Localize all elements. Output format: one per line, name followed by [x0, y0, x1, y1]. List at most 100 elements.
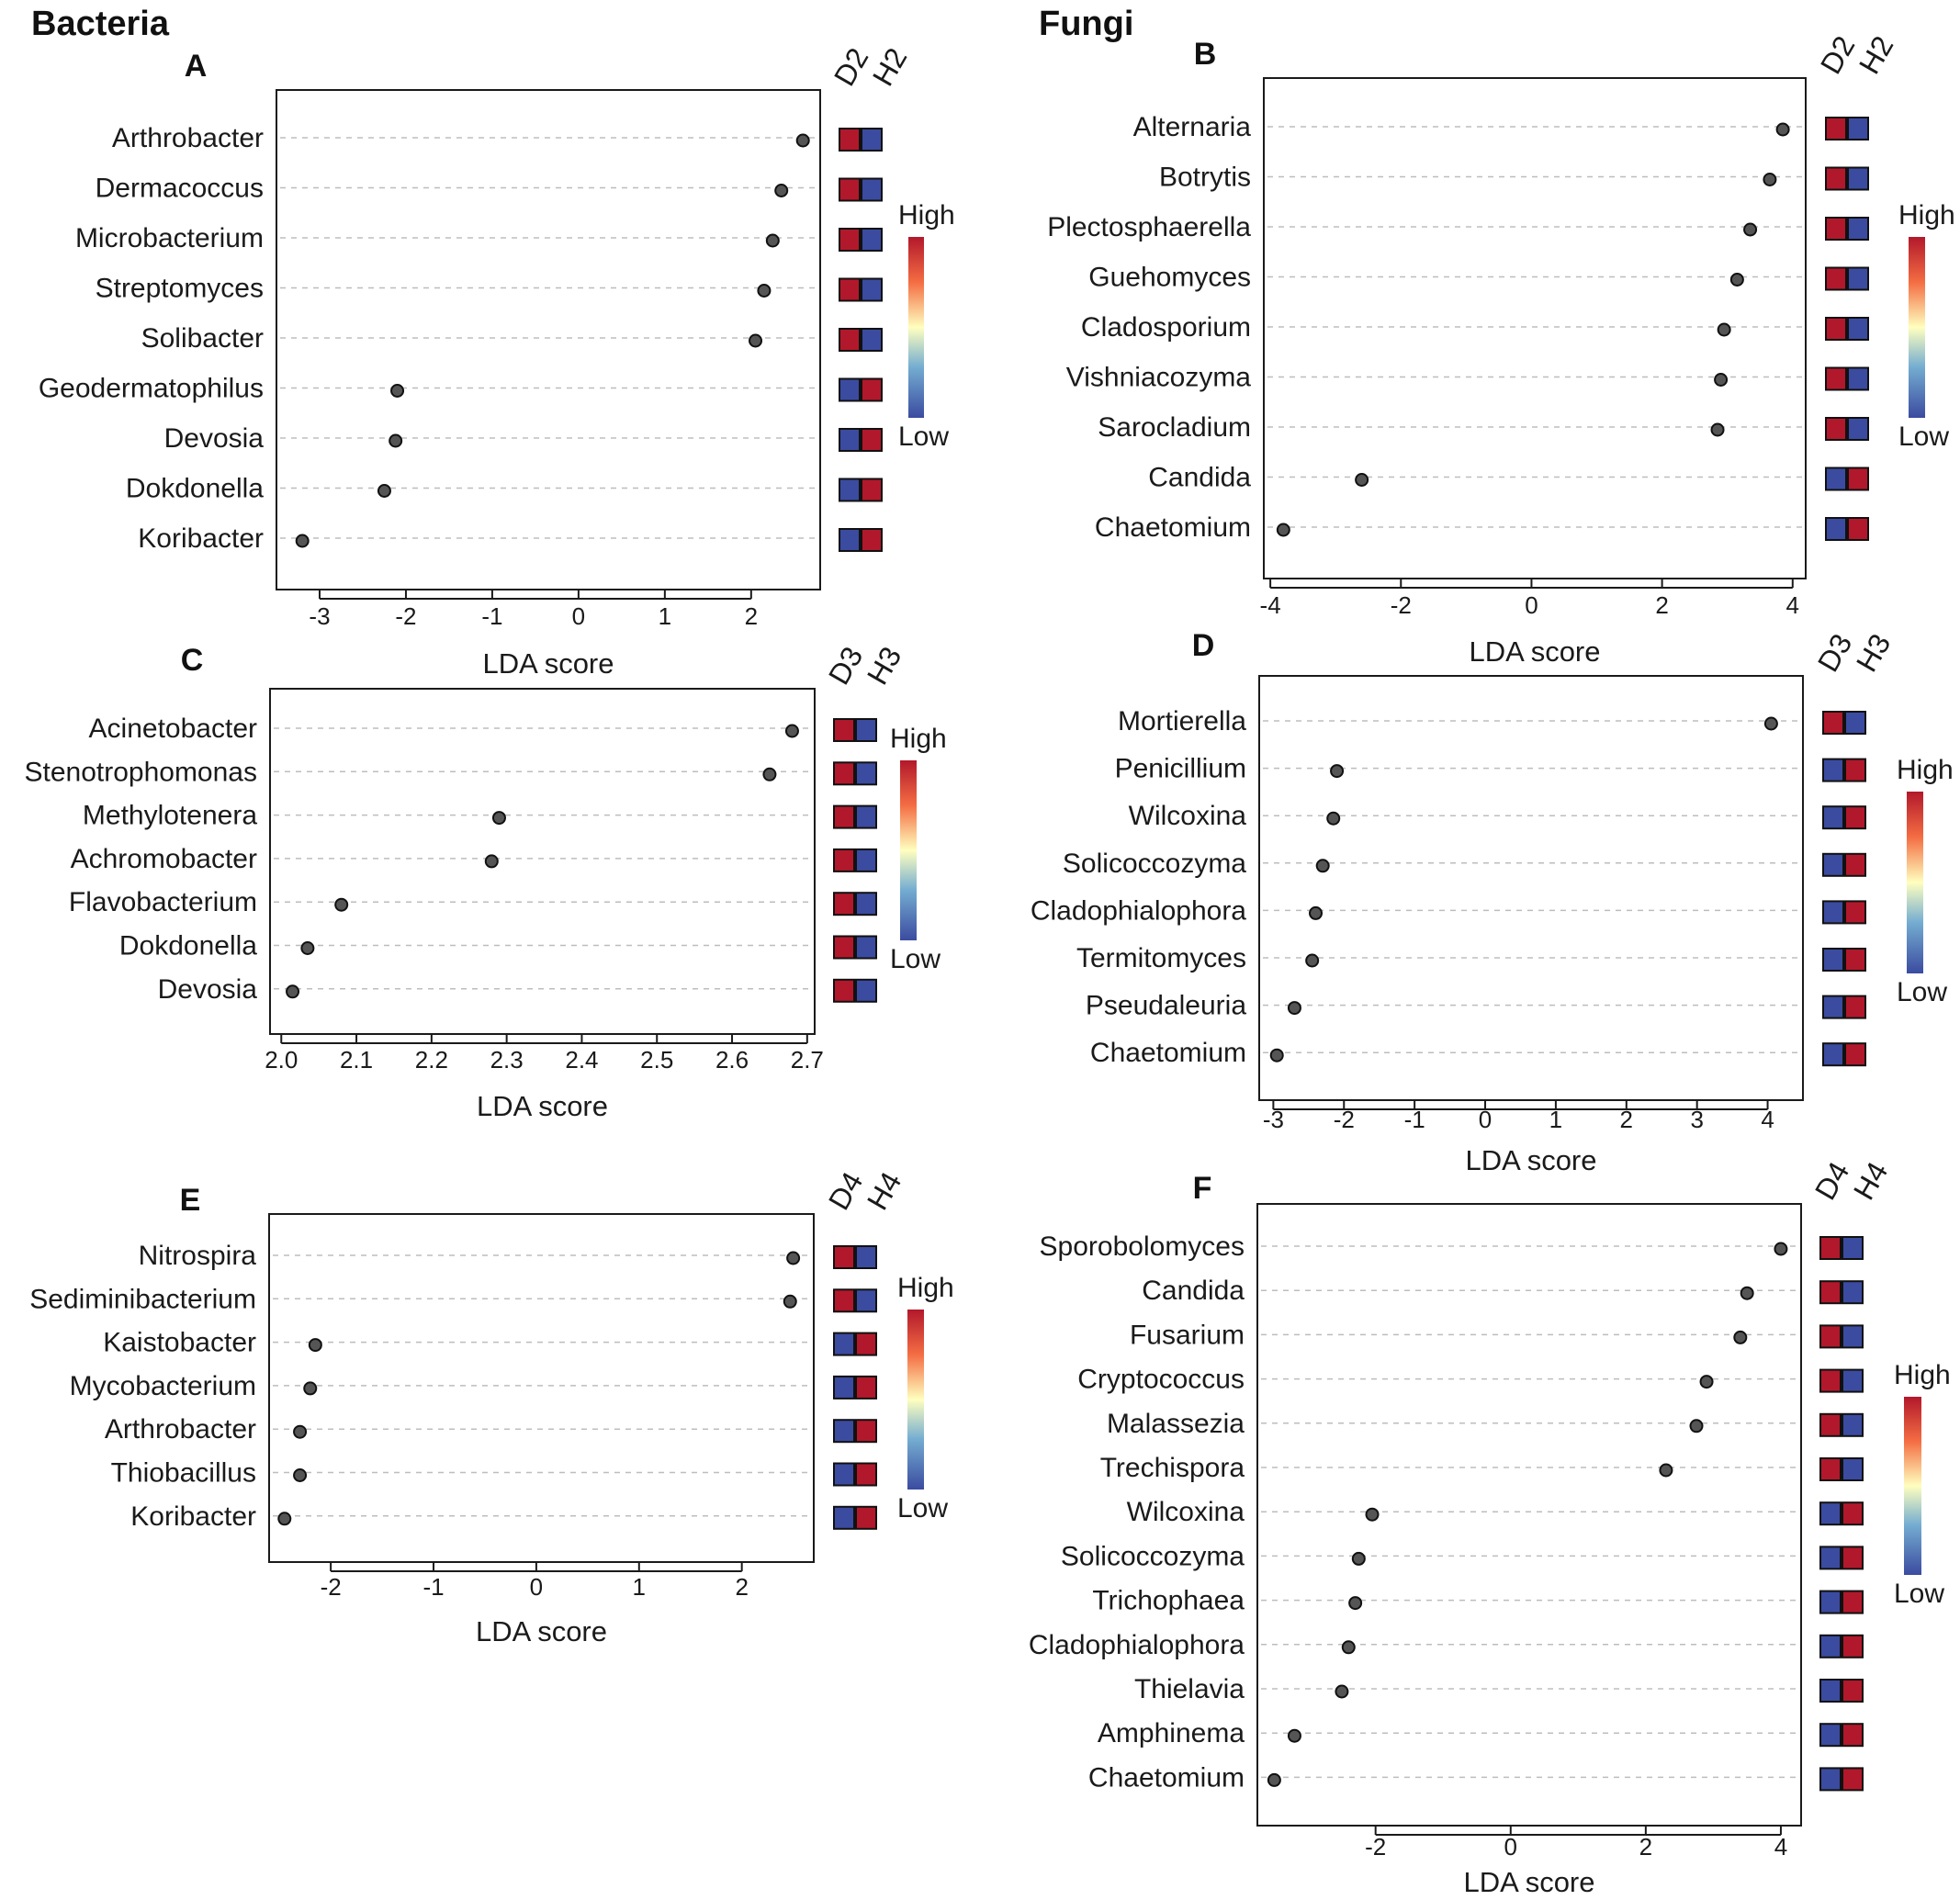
heat-cell-d4 [1819, 1546, 1842, 1570]
legend-high-label: High [897, 1273, 954, 1303]
lda-point [1326, 811, 1341, 826]
panel-d: D Mortierella Penicillium Wilcoxina Solicocc… [1031, 628, 1954, 1176]
heat-cell-h4 [855, 1332, 877, 1356]
legend-low-label: Low [1898, 422, 1949, 452]
group-label-h4: H4 [1847, 1156, 1895, 1205]
heat-cell-d2 [839, 528, 861, 552]
panel-letter: D [1192, 628, 1215, 663]
taxon-label: Devosia [164, 423, 265, 454]
heat-colorbar [1904, 1397, 1921, 1575]
x-tick-label: -3 [1263, 1106, 1284, 1133]
heat-cell-d3 [833, 892, 855, 916]
taxon-label: Sarocladium [1098, 412, 1251, 443]
lda-point [303, 1381, 318, 1396]
heat-cell-h2 [1847, 517, 1869, 541]
panels: A Arthrobacter Dermacoccus Microbacterium St… [24, 30, 1954, 1898]
heat-cell-d3 [1822, 1042, 1844, 1067]
lda-point [377, 484, 391, 498]
x-tick-label: 2 [745, 602, 758, 630]
heat-cell-d2 [1825, 166, 1847, 191]
x-tick-label: 4 [1774, 1833, 1787, 1861]
heat-cell-h4 [1842, 1590, 1864, 1614]
heat-cell-d3 [1822, 711, 1844, 735]
panel-b: B Alternaria Botrytis Plectosphaerella Gueho… [1047, 30, 1955, 668]
plot-frame [269, 688, 816, 1035]
taxon-label: Koribacter [138, 523, 264, 554]
panel-e: E Nitrospira Sediminibacterium Kaistobacter… [29, 1166, 953, 1647]
x-tick-label: -2 [321, 1573, 342, 1601]
legend-high-label: High [898, 200, 955, 230]
lda-point [795, 133, 810, 148]
legend-high-label: High [1898, 200, 1955, 230]
heat-cell-d4 [1819, 1236, 1842, 1260]
heat-cell-h3 [1844, 1042, 1866, 1067]
heat-colorbar [1907, 792, 1923, 973]
x-tick-label: 3 [1690, 1106, 1703, 1133]
legend-low-label: Low [897, 1493, 948, 1523]
taxon-label: Malassezia [1107, 1409, 1245, 1439]
lda-point [308, 1338, 322, 1353]
heat-cell-d4 [1819, 1767, 1842, 1792]
panel-letter: F [1193, 1171, 1212, 1206]
lda-point [293, 1424, 308, 1439]
heat-colorbar [1909, 237, 1925, 418]
group-label-h2: H2 [866, 42, 914, 91]
heat-cell-h4 [1842, 1368, 1864, 1393]
heat-cell-d3 [1822, 948, 1844, 972]
heat-cell-d2 [839, 128, 861, 152]
plot-frame [1256, 1203, 1802, 1827]
x-tick-label: 0 [1479, 1106, 1492, 1133]
heat-cell-h2 [861, 428, 883, 452]
heat-cell-d2 [839, 377, 861, 402]
taxon-label: Mycobacterium [70, 1371, 256, 1401]
heat-cell-d2 [1825, 517, 1847, 541]
x-tick-label: -2 [1391, 591, 1412, 619]
lda-point [757, 284, 772, 298]
heat-cell-h2 [861, 128, 883, 152]
x-axis-label: LDA score [477, 1090, 608, 1122]
taxon-label: Dokdonella [119, 931, 257, 961]
taxon-label: Thiobacillus [111, 1458, 256, 1489]
x-axis-label: LDA score [1463, 1866, 1594, 1898]
x-tick-label: 0 [530, 1573, 543, 1601]
heat-cell-d2 [839, 428, 861, 452]
x-tick-label: 4 [1786, 591, 1799, 619]
heat-cell-d4 [833, 1462, 855, 1487]
heat-cell-h3 [1844, 995, 1866, 1019]
group-label-h4: H4 [861, 1166, 908, 1215]
lda-point [1305, 953, 1320, 968]
heat-cell-d4 [1819, 1634, 1842, 1658]
heat-cell-d2 [1825, 417, 1847, 441]
heat-cell-h2 [861, 478, 883, 502]
lda-point [784, 724, 799, 738]
heat-cell-h4 [1842, 1634, 1864, 1658]
x-tick-label: 0 [572, 602, 585, 630]
x-tick-label: -1 [1404, 1106, 1425, 1133]
lda-point [1341, 1640, 1356, 1655]
heat-cell-h4 [1842, 1501, 1864, 1526]
lda-point [491, 811, 506, 826]
heat-cell-h2 [861, 177, 883, 202]
taxon-label: Wilcoxina [1129, 801, 1247, 831]
heat-cell-d4 [833, 1419, 855, 1444]
heat-cell-h2 [861, 377, 883, 402]
heat-cell-d3 [833, 848, 855, 872]
heat-cell-h4 [855, 1462, 877, 1487]
lda-point [1267, 1772, 1281, 1787]
heat-cell-d4 [1819, 1457, 1842, 1481]
panel-letter: B [1194, 37, 1217, 72]
group-label-d3: D3 [1811, 628, 1859, 677]
x-tick-label: -2 [1365, 1833, 1386, 1861]
heat-cell-d4 [1819, 1280, 1842, 1305]
lda-point [1348, 1596, 1363, 1611]
taxon-label: Cladophialophora [1029, 1630, 1245, 1660]
group-label-d4: D4 [822, 1166, 870, 1215]
lda-point [334, 897, 349, 912]
panel-letter: A [185, 49, 208, 84]
lda-point [1276, 523, 1290, 537]
taxon-label: Kaistobacter [103, 1328, 256, 1358]
lda-point [749, 333, 763, 348]
heat-cell-h4 [1842, 1546, 1864, 1570]
plot-frame [1258, 675, 1804, 1101]
taxon-label: Solicoccozyma [1063, 849, 1246, 879]
